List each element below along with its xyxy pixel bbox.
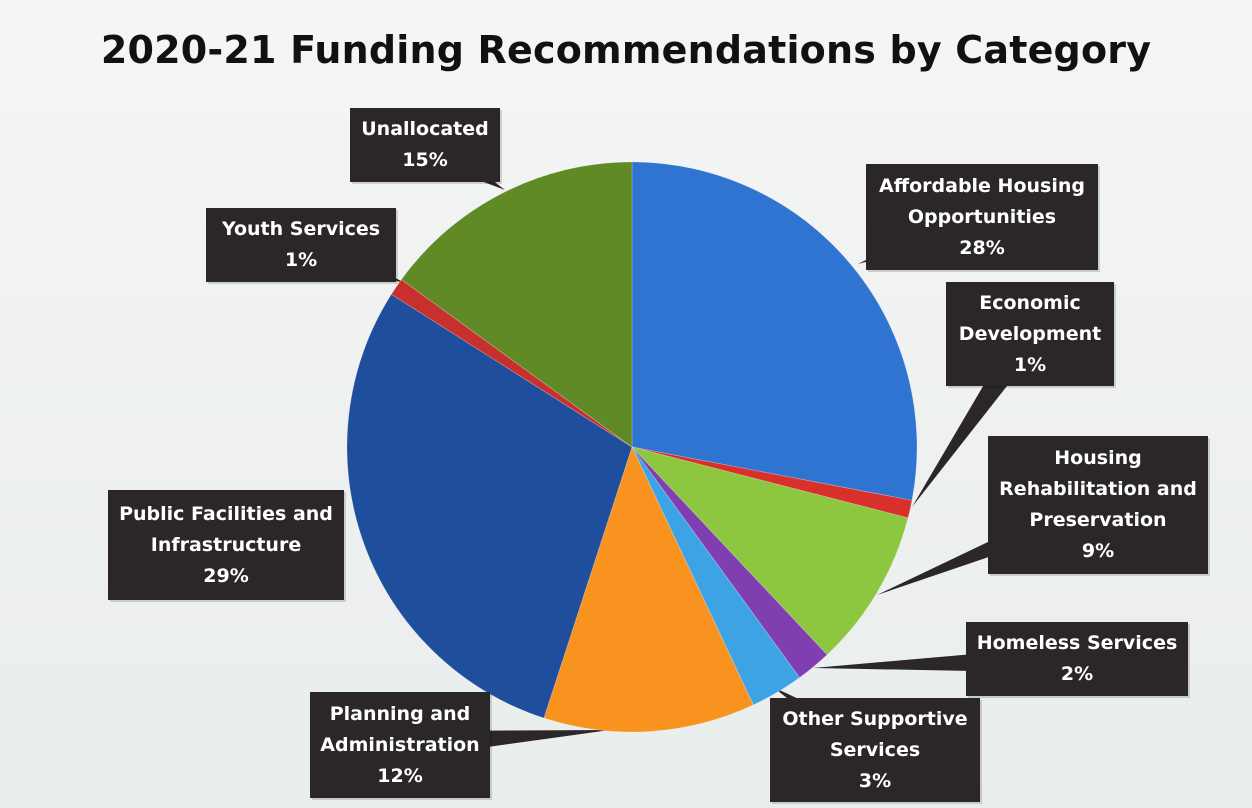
data-label: Affordable Housing Opportunities 28% [866, 164, 1098, 270]
data-label-name: Economic [979, 291, 1081, 314]
pie-slice-planning-and-administration [543, 445, 754, 733]
data-label: Planning and Administration 12% [310, 692, 490, 798]
data-label-name: Development [958, 322, 1102, 345]
pie-slice-economic-development [631, 446, 913, 519]
pie-slices [346, 161, 918, 733]
pie-slice-public-facilities-and-infrastructure [346, 293, 633, 719]
data-label: Youth Services 1% [206, 208, 396, 282]
data-label-percent: 12% [377, 764, 423, 787]
pie-slice-unallocated [400, 161, 633, 448]
data-label-name: Infrastructure [150, 533, 302, 556]
data-label-name: Services [829, 738, 921, 761]
data-label: Unallocated 15% [350, 108, 500, 182]
data-label-percent: 1% [1013, 353, 1047, 376]
data-label: Public Facilities and Infrastructure 29% [108, 490, 344, 600]
data-label-percent: 15% [402, 149, 448, 171]
data-label: Other Supportive Services 3% [770, 698, 980, 802]
data-label-percent: 28% [959, 236, 1005, 259]
pie-slice-homeless-services [631, 446, 828, 679]
data-label-name: Administration [320, 733, 480, 756]
data-label-name: Homeless Services [976, 632, 1178, 654]
data-label: Economic Development 1% [946, 282, 1114, 386]
data-label-name: Preservation [1029, 509, 1167, 531]
chart-title: 2020-21 Funding Recommendations by Categ… [100, 28, 1152, 72]
data-label-name: Other Supportive [782, 707, 968, 730]
data-label-percent: 2% [1060, 663, 1094, 685]
data-label-percent: 9% [1081, 540, 1115, 562]
data-label-percent: 29% [203, 564, 249, 587]
data-label-name: Housing [1054, 447, 1142, 469]
data-label-name: Youth Services [221, 218, 381, 240]
data-label-name: Affordable Housing [879, 174, 1085, 197]
data-label-name: Opportunities [907, 205, 1057, 228]
pie-slice-youth-services [390, 278, 633, 448]
data-label-percent: 3% [858, 769, 892, 792]
data-label: Housing Rehabilitation and Preservation 9% [988, 436, 1208, 574]
pie-slice-affordable-housing-opportunities [631, 161, 918, 501]
pie-slice-housing-rehabilitation-and-preservation [630, 446, 909, 656]
data-label-name: Public Facilities and [119, 502, 333, 525]
pie-slice-other-supportive-services [631, 446, 801, 706]
data-label-percent: 1% [284, 249, 318, 271]
data-label-name: Planning and [329, 702, 471, 725]
data-label: Homeless Services 2% [966, 622, 1188, 696]
data-label-name: Unallocated [361, 118, 489, 140]
data-label-name: Rehabilitation and [999, 478, 1197, 500]
